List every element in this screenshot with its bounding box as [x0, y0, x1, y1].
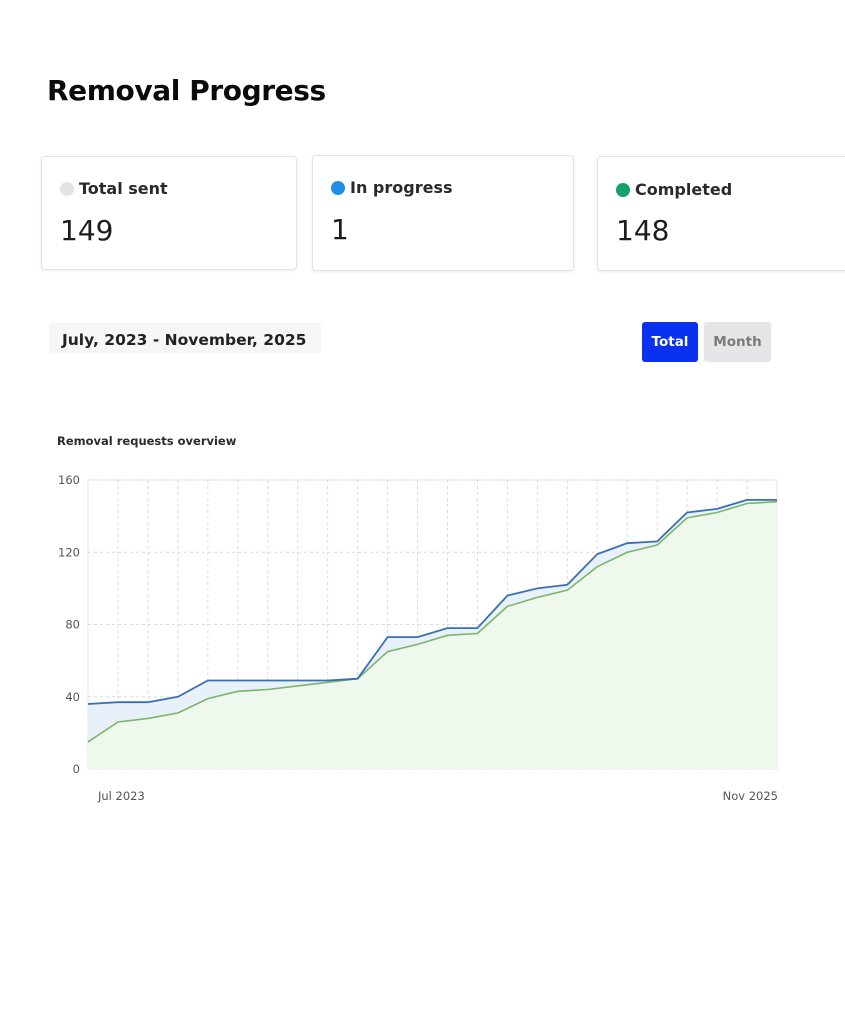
x-tick-label-end: Nov 2025 — [723, 789, 778, 803]
status-dot-icon — [60, 181, 74, 196]
chart-title: Removal requests overview — [57, 434, 237, 448]
stat-label: In progress — [350, 178, 453, 197]
toggle-month-button[interactable]: Month — [704, 322, 771, 362]
y-axis: 0 40 80 120 160 — [58, 473, 80, 776]
stat-value: 1 — [331, 213, 349, 246]
page-title: Removal Progress — [47, 74, 326, 107]
x-tick-label-start: Jul 2023 — [97, 789, 145, 803]
stat-card-in-progress: In progress 1 — [312, 155, 574, 271]
stat-value: 148 — [616, 214, 670, 247]
status-dot-icon — [331, 180, 345, 195]
chart-areas — [88, 499, 777, 769]
y-tick-label: 160 — [58, 473, 80, 487]
x-axis: Jul 2023 Nov 2025 — [97, 789, 778, 803]
stat-label: Total sent — [79, 179, 168, 198]
stat-label-row: Total sent — [60, 179, 168, 198]
status-dot-icon — [616, 182, 630, 197]
y-tick-label: 0 — [73, 762, 80, 776]
y-tick-label: 120 — [58, 545, 80, 559]
completed-area — [88, 501, 777, 769]
stat-card-total-sent: Total sent 149 — [41, 156, 297, 270]
stat-label: Completed — [635, 180, 733, 199]
chart-lines — [87, 499, 778, 743]
y-tick-label: 40 — [65, 690, 80, 704]
stat-value: 149 — [60, 214, 114, 247]
total-sent-line — [87, 499, 777, 705]
stat-card-completed: Completed 148 — [597, 156, 845, 271]
date-range-picker[interactable]: July, 2023 - November, 2025 — [49, 323, 321, 353]
completed-line — [87, 500, 778, 743]
stat-label-row: Completed — [616, 180, 732, 199]
stat-label-row: In progress — [331, 178, 453, 197]
toggle-total-button[interactable]: Total — [642, 322, 698, 362]
y-tick-label: 80 — [65, 618, 80, 632]
